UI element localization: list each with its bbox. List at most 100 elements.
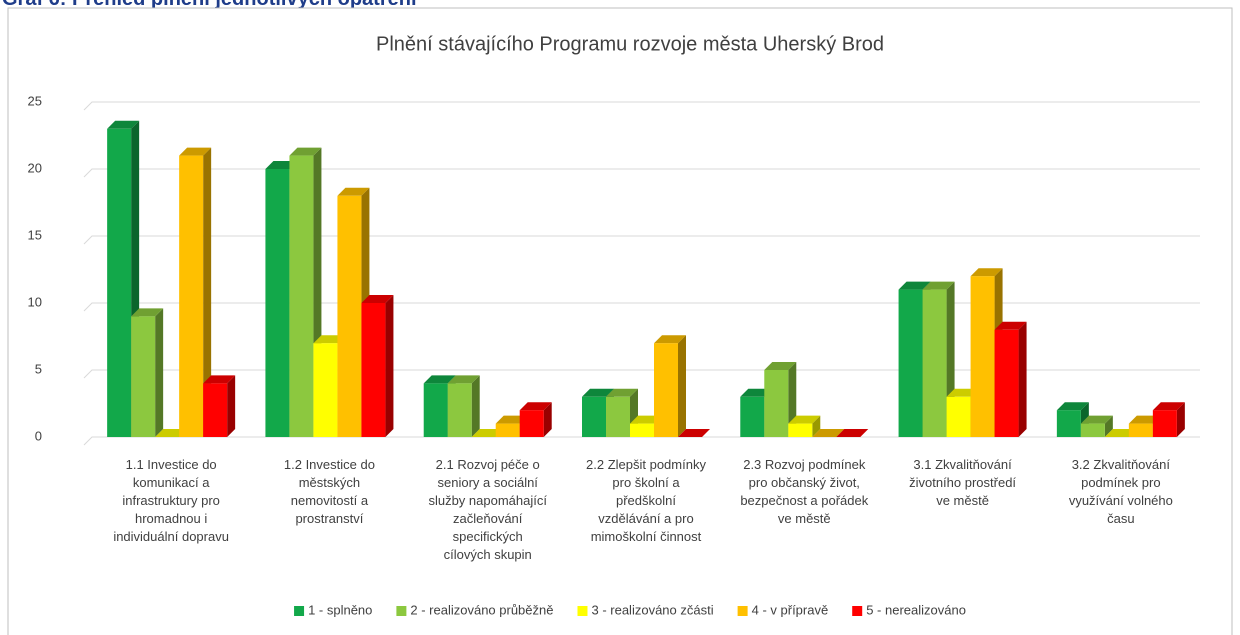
bar bbox=[582, 396, 606, 437]
bar bbox=[423, 383, 448, 437]
y-tick-label: 5 bbox=[35, 361, 42, 376]
bar-3d bbox=[203, 375, 236, 437]
x-tick-line: cílových skupin bbox=[444, 547, 532, 562]
bar-top bbox=[179, 147, 212, 156]
bar-top bbox=[970, 268, 1003, 277]
bar-side bbox=[385, 295, 394, 437]
bar bbox=[630, 423, 654, 437]
bar-side bbox=[1104, 415, 1113, 437]
bar-top bbox=[836, 429, 869, 437]
x-tick-line: specifických bbox=[453, 529, 523, 544]
bar bbox=[131, 316, 156, 437]
x-tick-line: hromadnou i bbox=[135, 511, 207, 526]
bar bbox=[740, 396, 765, 437]
bar bbox=[361, 303, 386, 437]
x-tick-line: podmínek pro bbox=[1081, 475, 1161, 490]
bar bbox=[313, 343, 338, 437]
bar bbox=[1128, 423, 1153, 437]
bar-3d bbox=[812, 429, 845, 437]
x-tick-line: infrastruktury pro bbox=[122, 493, 220, 508]
legend-label: 5 - nerealizováno bbox=[866, 602, 966, 617]
x-tick-line: bezpečnost a pořádek bbox=[740, 493, 868, 508]
bar-side bbox=[203, 147, 212, 437]
x-tick-line: městských bbox=[299, 475, 360, 490]
x-tick-line: ve městě bbox=[936, 493, 989, 508]
y-tick-label: 10 bbox=[28, 294, 42, 309]
bar-top bbox=[764, 362, 797, 370]
x-tick-line: 2.1 Rozvoj péče o bbox=[436, 457, 540, 472]
y-tick-label: 25 bbox=[28, 93, 42, 108]
bar-top bbox=[131, 308, 164, 317]
x-tick-line: mimoškolní činnost bbox=[591, 529, 702, 544]
bar-top bbox=[654, 335, 686, 344]
x-tick-line: začleňování bbox=[453, 511, 523, 526]
legend-label: 1 - splněno bbox=[308, 602, 372, 617]
x-tick-line: 1.1 Investice do bbox=[126, 457, 217, 472]
legend-label: 2 - realizováno průběžně bbox=[410, 602, 553, 617]
x-tick-line: 2.2 Zlepšit podmínky bbox=[586, 457, 706, 472]
bar bbox=[203, 383, 228, 437]
bar-top bbox=[582, 388, 614, 397]
bar bbox=[898, 289, 923, 437]
x-tick-line: komunikací a bbox=[133, 475, 210, 490]
bar-top bbox=[812, 429, 845, 437]
legend-swatch bbox=[396, 606, 407, 616]
legend-swatch bbox=[852, 606, 863, 616]
x-tick-line: pro občanský život, bbox=[749, 475, 860, 490]
bar-3d bbox=[994, 321, 1027, 437]
x-tick-line: životního prostředí bbox=[909, 475, 1016, 490]
bar bbox=[788, 423, 813, 437]
bar bbox=[654, 343, 678, 437]
bar-side bbox=[227, 375, 236, 437]
x-tick-label: 3.2 Zkvalitňování podmínek pro využívání v… bbox=[1069, 457, 1173, 526]
bar-top bbox=[922, 281, 955, 290]
bar-3d bbox=[131, 308, 164, 437]
bar-3d bbox=[764, 362, 797, 437]
chart-title: Plnění stávajícího Programu rozvoje měst… bbox=[376, 33, 884, 55]
bar-top bbox=[289, 147, 322, 156]
bar bbox=[1152, 410, 1177, 437]
bar-side bbox=[1176, 402, 1185, 437]
bar-top bbox=[519, 402, 552, 411]
legend-label: 4 - v přípravě bbox=[752, 602, 829, 617]
x-tick-line: prostranství bbox=[295, 511, 363, 526]
bar-3d bbox=[519, 402, 552, 437]
x-tick-label: 2.3 Rozvoj podmínek pro občanský život, be… bbox=[740, 457, 868, 526]
bar-3d bbox=[179, 147, 212, 437]
grid-line bbox=[83, 369, 1200, 379]
bar bbox=[1080, 423, 1105, 437]
y-tick-label: 15 bbox=[28, 227, 42, 242]
bar-3d bbox=[678, 429, 710, 437]
bar bbox=[970, 276, 995, 437]
x-tick-line: služby napomáhající bbox=[428, 493, 547, 508]
x-tick-line: 3.2 Zkvalitňování bbox=[1072, 457, 1171, 472]
bar-top bbox=[788, 415, 821, 424]
grid-line bbox=[83, 302, 1200, 312]
x-tick-line: vzdělávání a pro bbox=[598, 511, 693, 526]
y-tick-label: 0 bbox=[35, 428, 42, 443]
bar-side bbox=[471, 375, 480, 437]
legend: 1 - splněno 2 - realizováno průběžně 3 - r… bbox=[294, 602, 966, 617]
bar-top bbox=[898, 281, 931, 290]
bar bbox=[495, 423, 520, 437]
x-tick-line: 2.3 Rozvoj podmínek bbox=[743, 457, 866, 472]
chart-frame bbox=[7, 7, 1233, 635]
x-tick-line: individuální dopravu bbox=[113, 529, 229, 544]
bar bbox=[922, 289, 947, 437]
legend-swatch bbox=[577, 606, 588, 616]
bar-3d bbox=[447, 375, 480, 437]
x-tick-line: pro školní a bbox=[612, 475, 680, 490]
x-tick-label: 3.1 Zkvalitňování životního prostředí ve m… bbox=[909, 457, 1016, 508]
x-tick-label: 1.2 Investice do městských nemovitostí a pr… bbox=[284, 457, 375, 526]
x-tick-line: 3.1 Zkvalitňování bbox=[913, 457, 1012, 472]
bar-top bbox=[423, 375, 456, 384]
bar bbox=[289, 155, 314, 437]
bar bbox=[1056, 410, 1081, 437]
bar-top bbox=[994, 321, 1027, 330]
legend-label: 3 - realizováno zčásti bbox=[591, 602, 713, 617]
bar bbox=[107, 128, 132, 438]
x-tick-label: 2.1 Rozvoj péče o seniory a sociální služb… bbox=[428, 457, 547, 562]
x-tick-label: 1.1 Investice do komunikací a infrastruktu… bbox=[113, 457, 229, 544]
bar-side bbox=[155, 308, 164, 437]
